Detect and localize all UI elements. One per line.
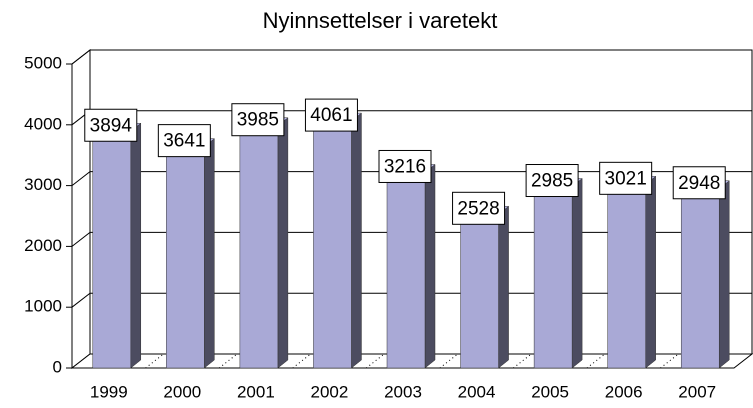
x-tick-label: 2006 [605,382,643,401]
value-label: 3641 [163,131,205,152]
value-label-box [525,164,579,198]
value-label-box [378,149,432,183]
x-tick-label: 2001 [237,382,275,401]
bar-side [204,138,215,369]
y-tick-label: 4000 [24,114,62,133]
y-tick-label: 1000 [24,297,62,316]
y-tick-label: 0 [53,357,62,376]
bar-side [351,112,362,369]
value-label: 3894 [90,115,133,136]
value-label-box [84,108,138,142]
bar-side [645,175,656,369]
bar [460,214,499,369]
value-label: 4061 [310,105,352,126]
value-label-box [157,124,211,158]
value-label: 2985 [531,171,573,192]
grid-line [71,292,752,308]
bar-side [277,117,289,369]
value-label-box [672,166,726,200]
bar-side [571,177,583,369]
value-label-box [452,191,506,225]
bar [313,120,352,369]
bar [533,186,573,369]
bar [239,125,279,369]
bar-side [424,163,436,369]
value-label-box [231,103,285,137]
value-label: 2948 [678,173,720,194]
value-label-box [304,98,358,132]
bar-side [498,205,509,369]
bar-side [130,122,142,369]
x-tick-label: 1999 [90,382,128,401]
y-tick-label: 3000 [24,175,62,194]
y-tick-label: 5000 [24,53,62,72]
chart-title: Nyinnsettelser i varetekt [263,8,498,33]
bar [680,188,720,369]
x-tick-label: 2007 [678,382,716,401]
bar [92,130,132,369]
x-tick-label: 2002 [311,382,349,401]
value-label: 3216 [384,156,426,177]
y-tick-label: 2000 [24,236,62,255]
bar [386,172,426,369]
bar-side [718,180,730,369]
bar [166,146,205,369]
x-tick-label: 2004 [458,382,496,401]
value-label: 3985 [237,110,279,131]
x-tick-label: 2000 [163,382,201,401]
value-label: 2528 [457,198,499,219]
value-label: 3021 [605,168,647,189]
grid-line [71,231,752,247]
value-label-box [599,161,653,195]
grid-line [71,49,752,65]
side-wall [71,48,91,370]
x-tick-label: 2005 [531,382,569,401]
x-tick-label: 2003 [384,382,422,401]
grid-line [71,110,752,126]
bar [607,184,646,369]
